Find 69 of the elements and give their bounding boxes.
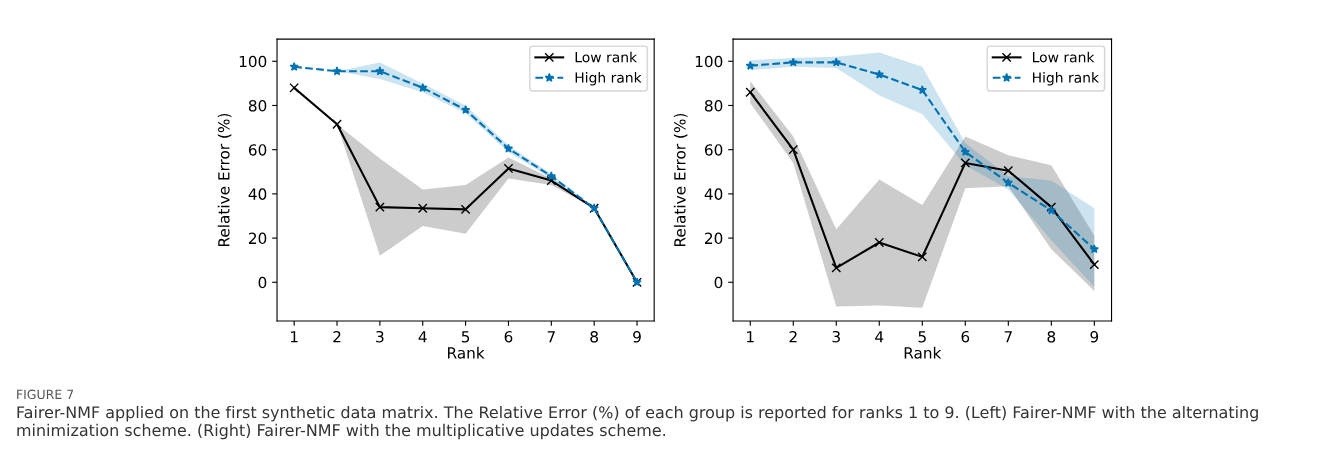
y-tick-label: 0 <box>714 276 723 289</box>
point <box>788 144 799 155</box>
point <box>503 143 514 153</box>
y-tick-label: 0 <box>258 276 267 289</box>
y-tick-label: 60 <box>704 144 723 156</box>
point <box>332 66 342 76</box>
legend-label: High rank <box>1033 72 1099 86</box>
y-axis-title: Relative Error (%) <box>673 113 688 247</box>
y-tick-label: 100 <box>239 55 267 68</box>
x-tick-label: 8 <box>1047 330 1056 343</box>
x-tick-label: 9 <box>1090 330 1099 343</box>
point <box>375 202 385 213</box>
x-tick-label: 7 <box>1004 331 1012 343</box>
y-tick-label: 80 <box>248 99 267 112</box>
x-tick-label: 3 <box>832 330 840 343</box>
point <box>1003 177 1013 187</box>
x-tick-label: 4 <box>875 331 884 343</box>
point <box>831 57 841 67</box>
y-tick-label: 80 <box>704 99 723 112</box>
x-tick-label: 2 <box>789 330 797 343</box>
point <box>874 237 885 248</box>
x-tick-label: 1 <box>290 331 298 343</box>
x-tick-label: 7 <box>547 331 555 343</box>
text: Fairer-NMF applied on the first synthetic data matrix. The Relative Error (%) of each group is reported for ranks 1 to 9. (Left) Fairer-NMF with the alternating minimization scheme. (Right) Fairer-NMF with the multiplicative updates scheme. <box>17 405 1258 440</box>
y-tick-label: 20 <box>248 232 267 245</box>
x-tick-label: 6 <box>961 330 970 343</box>
y-tick-label: 20 <box>705 232 723 245</box>
legend-label: Low rank <box>575 51 638 63</box>
point <box>874 69 884 79</box>
legend-label: High rank <box>575 72 642 86</box>
caption: FIGURE 7 <box>17 389 74 400</box>
point <box>960 158 971 168</box>
point <box>1089 244 1099 254</box>
x-tick-label: 6 <box>504 330 513 343</box>
point <box>460 204 471 215</box>
y-tick-label: 100 <box>695 55 723 68</box>
x-axis-title: Rank <box>448 346 485 359</box>
point <box>960 147 970 156</box>
legend-label: Low rank <box>1033 51 1095 63</box>
point <box>289 82 300 93</box>
point <box>546 171 556 181</box>
x-axis-title: Rank <box>904 346 942 359</box>
x-tick-label: 8 <box>590 330 598 343</box>
point <box>289 61 299 71</box>
x-tick-label: 5 <box>461 331 470 343</box>
x-tick-label: 5 <box>918 331 926 343</box>
y-axis-title: Relative Error (%) <box>217 113 232 247</box>
point <box>917 85 927 95</box>
point <box>546 175 557 186</box>
point <box>417 203 428 214</box>
point <box>745 87 756 98</box>
point <box>375 66 385 76</box>
x-tick-label: 4 <box>418 331 427 343</box>
point <box>418 82 428 92</box>
point <box>1089 259 1100 270</box>
point <box>1003 165 1014 176</box>
point <box>503 163 514 174</box>
point <box>460 105 471 114</box>
point <box>831 263 842 273</box>
point <box>332 119 342 130</box>
x-tick-label: 2 <box>333 330 341 343</box>
x-tick-label: 9 <box>633 330 641 343</box>
x-tick-label: 3 <box>376 330 384 343</box>
y-tick-label: 40 <box>704 188 723 200</box>
y-tick-label: 40 <box>248 188 267 200</box>
point <box>917 252 928 262</box>
y-tick-label: 60 <box>248 144 267 156</box>
x-tick-label: 1 <box>747 331 754 343</box>
point <box>788 57 798 67</box>
